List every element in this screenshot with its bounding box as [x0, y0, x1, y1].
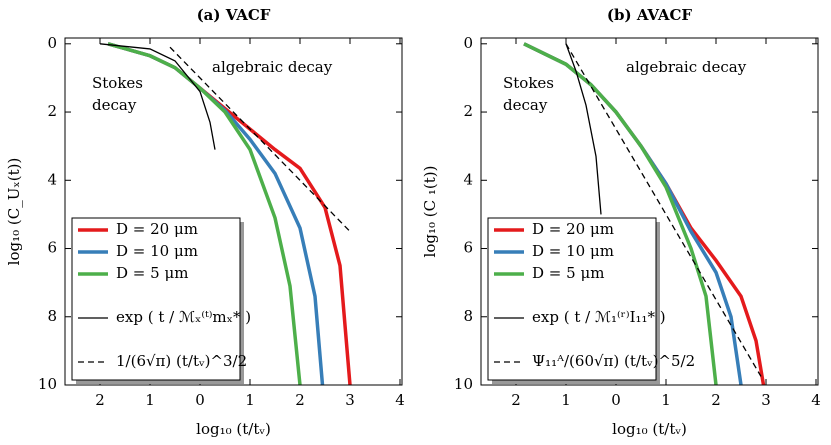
x-tick-label: 3 [761, 391, 771, 409]
legend-label: D = 10 μm [116, 242, 198, 260]
annotation: decay [503, 96, 548, 114]
y-tick-label: 4 [47, 170, 57, 188]
series-line [523, 42, 718, 385]
y-tick-label: 2 [463, 102, 473, 120]
axes-frame [480, 37, 819, 386]
y-axis-label: log₁₀ (C_Uₓ(t)) [5, 158, 23, 266]
legend-label: D = 20 μm [532, 220, 614, 238]
y-tick-label: 8 [47, 307, 57, 325]
x-axis-label: log₁₀ (t/tᵥ) [196, 420, 271, 438]
x-tick-label: 4 [811, 391, 821, 409]
legend-label: D = 20 μm [116, 220, 198, 238]
annotation: Stokes [503, 74, 554, 92]
annotation: Stokes [92, 74, 143, 92]
x-tick-label: 2 [711, 391, 721, 409]
x-tick-label: 0 [195, 391, 205, 409]
series-line [99, 43, 216, 150]
y-tick-label: 6 [47, 239, 57, 257]
x-tick-label: 1 [661, 391, 671, 409]
x-tick-label: 1 [145, 391, 155, 409]
series-line [169, 46, 351, 232]
series-line [107, 42, 302, 385]
x-tick-label: 4 [395, 391, 405, 409]
y-tick-label: 10 [454, 375, 473, 393]
x-tick-label: 2 [95, 391, 105, 409]
x-tick-label: 2 [511, 391, 521, 409]
series-line [565, 43, 762, 377]
plot-area [523, 42, 766, 385]
y-tick-label: 10 [38, 375, 57, 393]
legend-label: Ψ₁₁ᴬ/(60√π) (t/tᵥ)^5/2 [532, 352, 695, 370]
legend-box [487, 217, 657, 381]
x-axis-label: log₁₀ (t/tᵥ) [612, 420, 687, 438]
y-tick-label: 6 [463, 239, 473, 257]
axes-frame [64, 37, 403, 386]
y-tick-label: 4 [463, 170, 473, 188]
legend-label: D = 10 μm [532, 242, 614, 260]
x-tick-label: 3 [345, 391, 355, 409]
panel-title: (a) VACF [197, 6, 271, 24]
legend-label: 1/(6√π) (t/tᵥ)^3/2 [116, 352, 247, 370]
annotation: algebraic decay [212, 58, 333, 76]
plot-area [99, 42, 352, 385]
annotation: algebraic decay [626, 58, 747, 76]
annotation: decay [92, 96, 137, 114]
legend-label: exp ( t / ℳ₁⁽ʳ⁾I₁₁* ) [532, 308, 666, 326]
y-axis-label: log₁₀ (C ₁(t)) [421, 166, 439, 258]
x-tick-label: 2 [295, 391, 305, 409]
x-tick-label: 1 [561, 391, 571, 409]
y-tick-label: 2 [47, 102, 57, 120]
legend-label: D = 5 μm [532, 264, 604, 282]
y-tick-label: 8 [463, 307, 473, 325]
legend-label: D = 5 μm [116, 264, 188, 282]
panel-title: (b) AVACF [607, 6, 693, 24]
y-tick-label: 0 [47, 34, 57, 52]
x-tick-label: 0 [611, 391, 621, 409]
legend-label: exp ( t / ℳₓ⁽ᵗ⁾mₓ* ) [116, 308, 251, 326]
legend-box [71, 217, 241, 381]
x-tick-label: 1 [245, 391, 255, 409]
y-tick-label: 0 [463, 34, 473, 52]
series-line [565, 43, 602, 215]
